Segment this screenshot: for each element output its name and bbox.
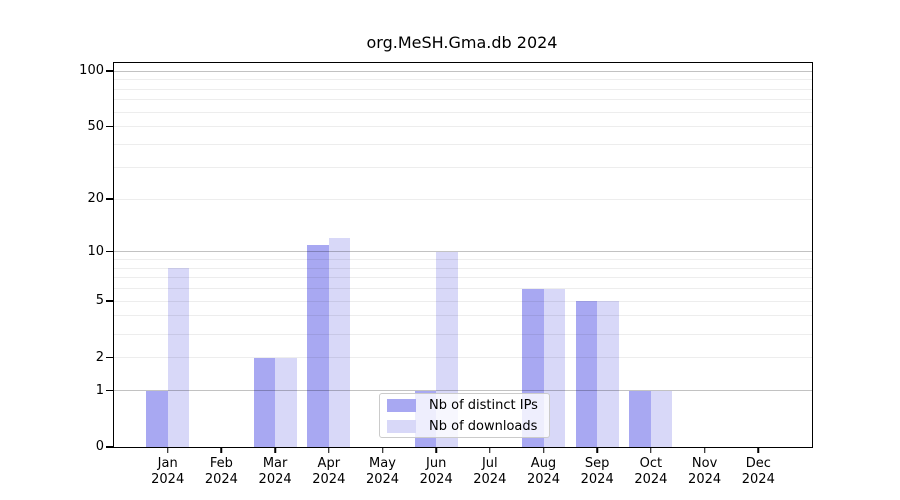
gridline-minor bbox=[114, 99, 812, 101]
y-axis-tick bbox=[106, 446, 114, 448]
gridline-minor bbox=[114, 357, 812, 358]
gridline-minor bbox=[114, 143, 812, 145]
gridline-minor bbox=[114, 267, 812, 269]
x-axis-tick-label: Oct 2024 bbox=[634, 456, 668, 487]
bar-oct-downloads bbox=[650, 390, 673, 447]
bar-mar-distinct-ips bbox=[253, 357, 276, 447]
x-axis-tick bbox=[166, 447, 169, 453]
gridline-minor bbox=[114, 79, 812, 80]
x-axis-tick bbox=[542, 447, 545, 453]
x-axis-tick-label: Dec 2024 bbox=[741, 456, 775, 487]
legend-swatch-distinct-ips bbox=[387, 398, 416, 412]
x-axis-tick bbox=[596, 447, 598, 453]
gridline-minor bbox=[114, 126, 812, 128]
x-axis-tick-label: Sep 2024 bbox=[580, 456, 614, 487]
gridline-major bbox=[114, 390, 812, 391]
gridline-minor bbox=[114, 111, 812, 113]
bar-sep-distinct-ips bbox=[575, 301, 598, 447]
bar-oct-distinct-ips bbox=[629, 390, 651, 447]
x-axis-tick-label: Jan 2024 bbox=[151, 456, 185, 487]
gridline-minor bbox=[114, 300, 812, 302]
gridline-minor bbox=[114, 288, 812, 289]
y-axis-tick bbox=[106, 198, 114, 200]
bar-sep-downloads bbox=[597, 301, 619, 447]
x-axis-tick-label: May 2024 bbox=[365, 456, 400, 487]
x-axis-tick-label: Mar 2024 bbox=[258, 456, 292, 487]
gridline-minor bbox=[114, 258, 812, 260]
bar-mar-downloads bbox=[275, 357, 297, 447]
y-axis-tick-label: 10 bbox=[87, 243, 104, 259]
legend-row-distinct-ips: Nb of distinct IPs bbox=[387, 398, 542, 413]
bar-jan-downloads bbox=[167, 268, 190, 447]
legend: Nb of distinct IPs Nb of downloads bbox=[379, 393, 550, 438]
gridline-minor bbox=[114, 198, 812, 200]
gridline-minor bbox=[114, 277, 812, 279]
bar-jan-distinct-ips bbox=[146, 390, 168, 447]
y-axis-tick-label: 5 bbox=[95, 292, 104, 308]
x-axis-tick bbox=[703, 447, 706, 453]
x-axis-tick-label: Apr 2024 bbox=[312, 456, 346, 487]
y-axis-tick-label: 100 bbox=[79, 62, 104, 78]
y-axis-tick-label: 20 bbox=[87, 190, 104, 206]
x-axis-tick bbox=[757, 447, 760, 453]
gridline-minor bbox=[114, 315, 812, 317]
y-axis-tick bbox=[106, 300, 114, 302]
x-axis-tick bbox=[489, 447, 491, 453]
y-axis-tick bbox=[106, 356, 114, 359]
y-axis-tick-label: 2 bbox=[95, 349, 104, 365]
x-axis-tick bbox=[381, 447, 384, 453]
gridline-major bbox=[114, 251, 812, 253]
gridline-major bbox=[114, 70, 812, 72]
x-axis-tick bbox=[328, 447, 330, 453]
y-axis-tick-label: 50 bbox=[87, 118, 104, 134]
y-axis-tick-label: 1 bbox=[95, 382, 104, 398]
x-axis-tick-label: Aug 2024 bbox=[526, 456, 561, 487]
legend-label-distinct-ips: Nb of distinct IPs bbox=[429, 397, 538, 413]
legend-swatch-downloads bbox=[387, 419, 416, 433]
x-axis-tick-label: Jul 2024 bbox=[473, 456, 507, 487]
y-axis-tick bbox=[106, 250, 114, 253]
bar-apr-distinct-ips bbox=[307, 244, 329, 447]
chart-title: org.MeSH.Gma.db 2024 bbox=[366, 33, 558, 52]
x-axis-tick-label: Nov 2024 bbox=[688, 456, 722, 487]
bar-apr-downloads bbox=[328, 238, 351, 447]
legend-label-downloads: Nb of downloads bbox=[429, 418, 538, 434]
legend-row-downloads: Nb of downloads bbox=[387, 419, 542, 434]
y-axis-tick bbox=[106, 389, 114, 392]
plot-area: 0 1 2 5 10 20 50 100 Jan 2024 Feb 2024 Mar 2024 Apr… bbox=[79, 62, 813, 487]
x-axis-tick bbox=[220, 447, 223, 453]
x-axis-tick bbox=[650, 447, 652, 453]
gridline-minor bbox=[114, 88, 812, 90]
y-axis-tick bbox=[106, 70, 114, 72]
gridline-minor bbox=[114, 166, 812, 168]
x-axis-tick-label: Jun 2024 bbox=[419, 456, 453, 487]
x-axis-tick bbox=[274, 447, 276, 453]
gridline-minor bbox=[114, 333, 812, 335]
x-axis-tick bbox=[435, 447, 437, 453]
y-axis-tick-label: 0 bbox=[95, 438, 104, 454]
x-axis-tick-label: Feb 2024 bbox=[204, 456, 238, 487]
y-axis-tick bbox=[106, 125, 114, 128]
